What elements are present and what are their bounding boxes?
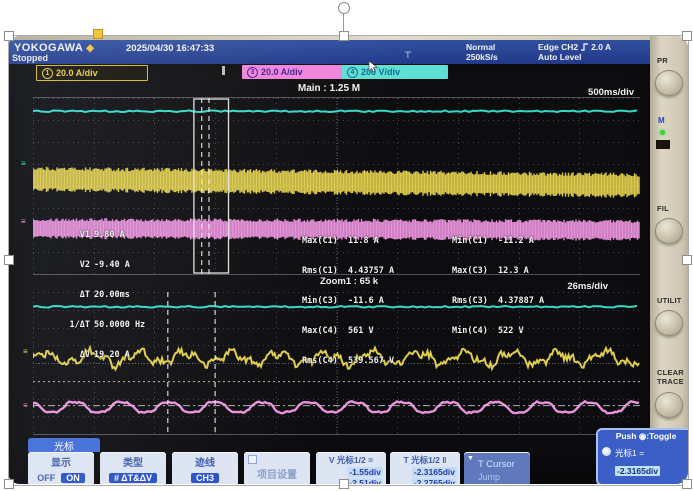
status-led: [660, 130, 665, 135]
t-cursor2-value: -2.2765div: [411, 478, 457, 484]
zoom-timebase: 26ms/div: [567, 281, 608, 292]
oscilloscope-photo[interactable]: YOKOGAWA ◆ 2025/04/30 16:47:33 Stopped No…: [8, 36, 688, 484]
display-off-option[interactable]: OFF: [37, 473, 56, 483]
utility-key-label: UTILIT: [657, 296, 682, 305]
selection-handle-middle-right[interactable]: [682, 255, 692, 265]
cursor1-position: -2.3165div: [615, 466, 661, 476]
menu-trace[interactable]: 迹线 CH3: [172, 452, 238, 484]
readout-row: V2 -9.40 A: [79, 260, 130, 270]
channel1-zoom-position-marker: ≡: [23, 347, 28, 356]
readout-row: 1/ΔT 50.0000 Hz: [69, 320, 146, 330]
measure-row: Max(C3) 12.3 A: [452, 266, 529, 276]
checkbox-icon: [248, 455, 257, 464]
scope-header-bar: YOKOGAWA ◆ 2025/04/30 16:47:33 Stopped No…: [8, 40, 650, 64]
window-separator: [33, 97, 640, 98]
edge-trigger-icon: [581, 43, 589, 51]
readout-row: ΔV 19.20 A: [79, 350, 130, 360]
zoom-position-tick: [222, 66, 225, 75]
measurements-column-1: Max(C1) 11.8 A Rms(C1) 4.43757 A Min(C3) -1…: [302, 216, 394, 386]
misc-key-label: M: [658, 116, 665, 125]
brand-diamond-icon: ◆: [86, 43, 95, 54]
v-cursor1-value: -1.55div: [347, 467, 383, 477]
display-on-option[interactable]: ON: [61, 473, 85, 483]
readout-row: V1 9.80 A: [79, 230, 125, 240]
channel4-number: 4: [347, 66, 358, 78]
menu-type[interactable]: 类型 # ΔT&ΔV: [100, 452, 166, 484]
channel3-number: 3: [247, 66, 258, 78]
menu-item-setup[interactable]: 项目设置: [244, 452, 310, 484]
rotation-handle[interactable]: [338, 2, 350, 14]
zoom-record-label: Zoom1 : 65 k: [320, 276, 379, 287]
main-waveform-display: [33, 98, 640, 274]
radio-icon: [602, 447, 611, 456]
menu-t-cursor-jump[interactable]: ▼ T Cursor Jump: [464, 452, 530, 484]
channel1-number: 1: [42, 67, 53, 79]
acquisition-status: Stopped: [12, 53, 48, 63]
front-panel-bezel: PR M FIL UTILIT CLEAR TRACE SNAP SHOT: [650, 36, 688, 484]
cursor-readout: V1 9.80 A V2 -9.40 A ΔT 20.00ms 1/ΔT 50.0000…: [58, 210, 146, 380]
channel3-badge[interactable]: 3 20.0 A/div: [242, 65, 344, 79]
panel-slot: [656, 140, 670, 149]
zoom-waveform-display: [33, 292, 640, 434]
tab-cursor[interactable]: 光标: [28, 438, 100, 453]
brand-logo: YOKOGAWA ◆: [14, 42, 95, 54]
adjust-handle[interactable]: [93, 29, 103, 39]
menu-t-cursor[interactable]: T 光标1/2 ‖ -2.3165div -2.2765div: [390, 452, 460, 484]
selection-handle-top-left[interactable]: [4, 31, 14, 41]
trigger-position-marker: ⊤: [404, 50, 412, 60]
measure-row: Max(C4) 561 V: [302, 326, 374, 336]
trigger-settings: Edge CH2 2.0 A Auto Level: [538, 42, 612, 62]
measure-row: Max(C1) 11.8 A: [302, 236, 379, 246]
clear-trace-key-label: CLEAR TRACE: [657, 368, 684, 386]
measure-row: Rms(C4) 539.567 V: [302, 356, 395, 366]
trace-value[interactable]: CH3: [190, 473, 219, 483]
acquisition-mode: Normal 250kS/s: [466, 42, 498, 62]
measure-row: Min(C1) -11.2 A: [452, 236, 534, 246]
print-button[interactable]: [655, 70, 683, 96]
window-separator: [33, 434, 640, 435]
print-key-label: PR: [657, 56, 668, 65]
channel3-position-marker: ≡: [21, 217, 26, 226]
t-cursor1-value: -2.3165div: [411, 467, 457, 477]
menu-v-cursor[interactable]: V 光标1/2 = -1.55div -2.51div: [316, 452, 386, 484]
dropdown-arrow-icon: ▼: [467, 455, 474, 462]
selection-handle-top-right[interactable]: [682, 31, 692, 41]
cursor1-row[interactable]: 光标1 = -2.3165div: [598, 443, 688, 479]
cursor2-row[interactable]: 光标2 =-2.2765div: [598, 480, 688, 484]
file-key-label: FIL: [657, 204, 669, 213]
channel3-zoom-position-marker: ≡: [23, 401, 28, 410]
selection-handle-top-middle[interactable]: [339, 31, 349, 41]
channel1-badge[interactable]: 1 20.0 A/div: [36, 65, 148, 81]
clear-trace-button[interactable]: [655, 392, 683, 418]
main-record-label: Main : 1.25 M: [297, 83, 361, 94]
readout-row: ΔT 20.00ms: [79, 290, 130, 300]
window-separator: [33, 274, 640, 275]
mouse-cursor-icon: [368, 60, 378, 73]
utility-button[interactable]: [655, 310, 683, 336]
push-toggle-panel: Push ◉:Toggle 光标1 =-2.3165div 光标2 =-2.27…: [596, 428, 688, 484]
oscilloscope-screen: YOKOGAWA ◆ 2025/04/30 16:47:33 Stopped No…: [8, 40, 650, 484]
measurements-column-2: Min(C1) -11.2 A Max(C3) 12.3 A Rms(C3) 4.37…: [452, 216, 544, 356]
rotation-handle-stem: [343, 9, 344, 35]
selection-handle-bottom-middle[interactable]: [339, 479, 349, 489]
selection-handle-bottom-left[interactable]: [4, 479, 14, 489]
channel4-badge[interactable]: 4 200 V/div: [342, 65, 448, 79]
selection-handle-middle-left[interactable]: [4, 255, 14, 265]
file-button[interactable]: [655, 218, 683, 244]
main-timebase: 500ms/div: [588, 87, 634, 98]
measure-row: Rms(C3) 4.37887 A: [452, 296, 545, 306]
menu-display[interactable]: 显示 OFF ON: [28, 452, 94, 484]
measure-row: Min(C3) -11.6 A: [302, 296, 384, 306]
measure-row: Min(C4) 522 V: [452, 326, 524, 336]
type-value[interactable]: # ΔT&ΔV: [108, 473, 158, 483]
channel4-position-marker: ≡: [21, 159, 26, 168]
selection-handle-bottom-right[interactable]: [682, 479, 692, 489]
v-cursor2-value: -2.51div: [347, 478, 383, 484]
measure-row: Rms(C1) 4.43757 A: [302, 266, 395, 276]
datetime: 2025/04/30 16:47:33: [126, 43, 215, 54]
